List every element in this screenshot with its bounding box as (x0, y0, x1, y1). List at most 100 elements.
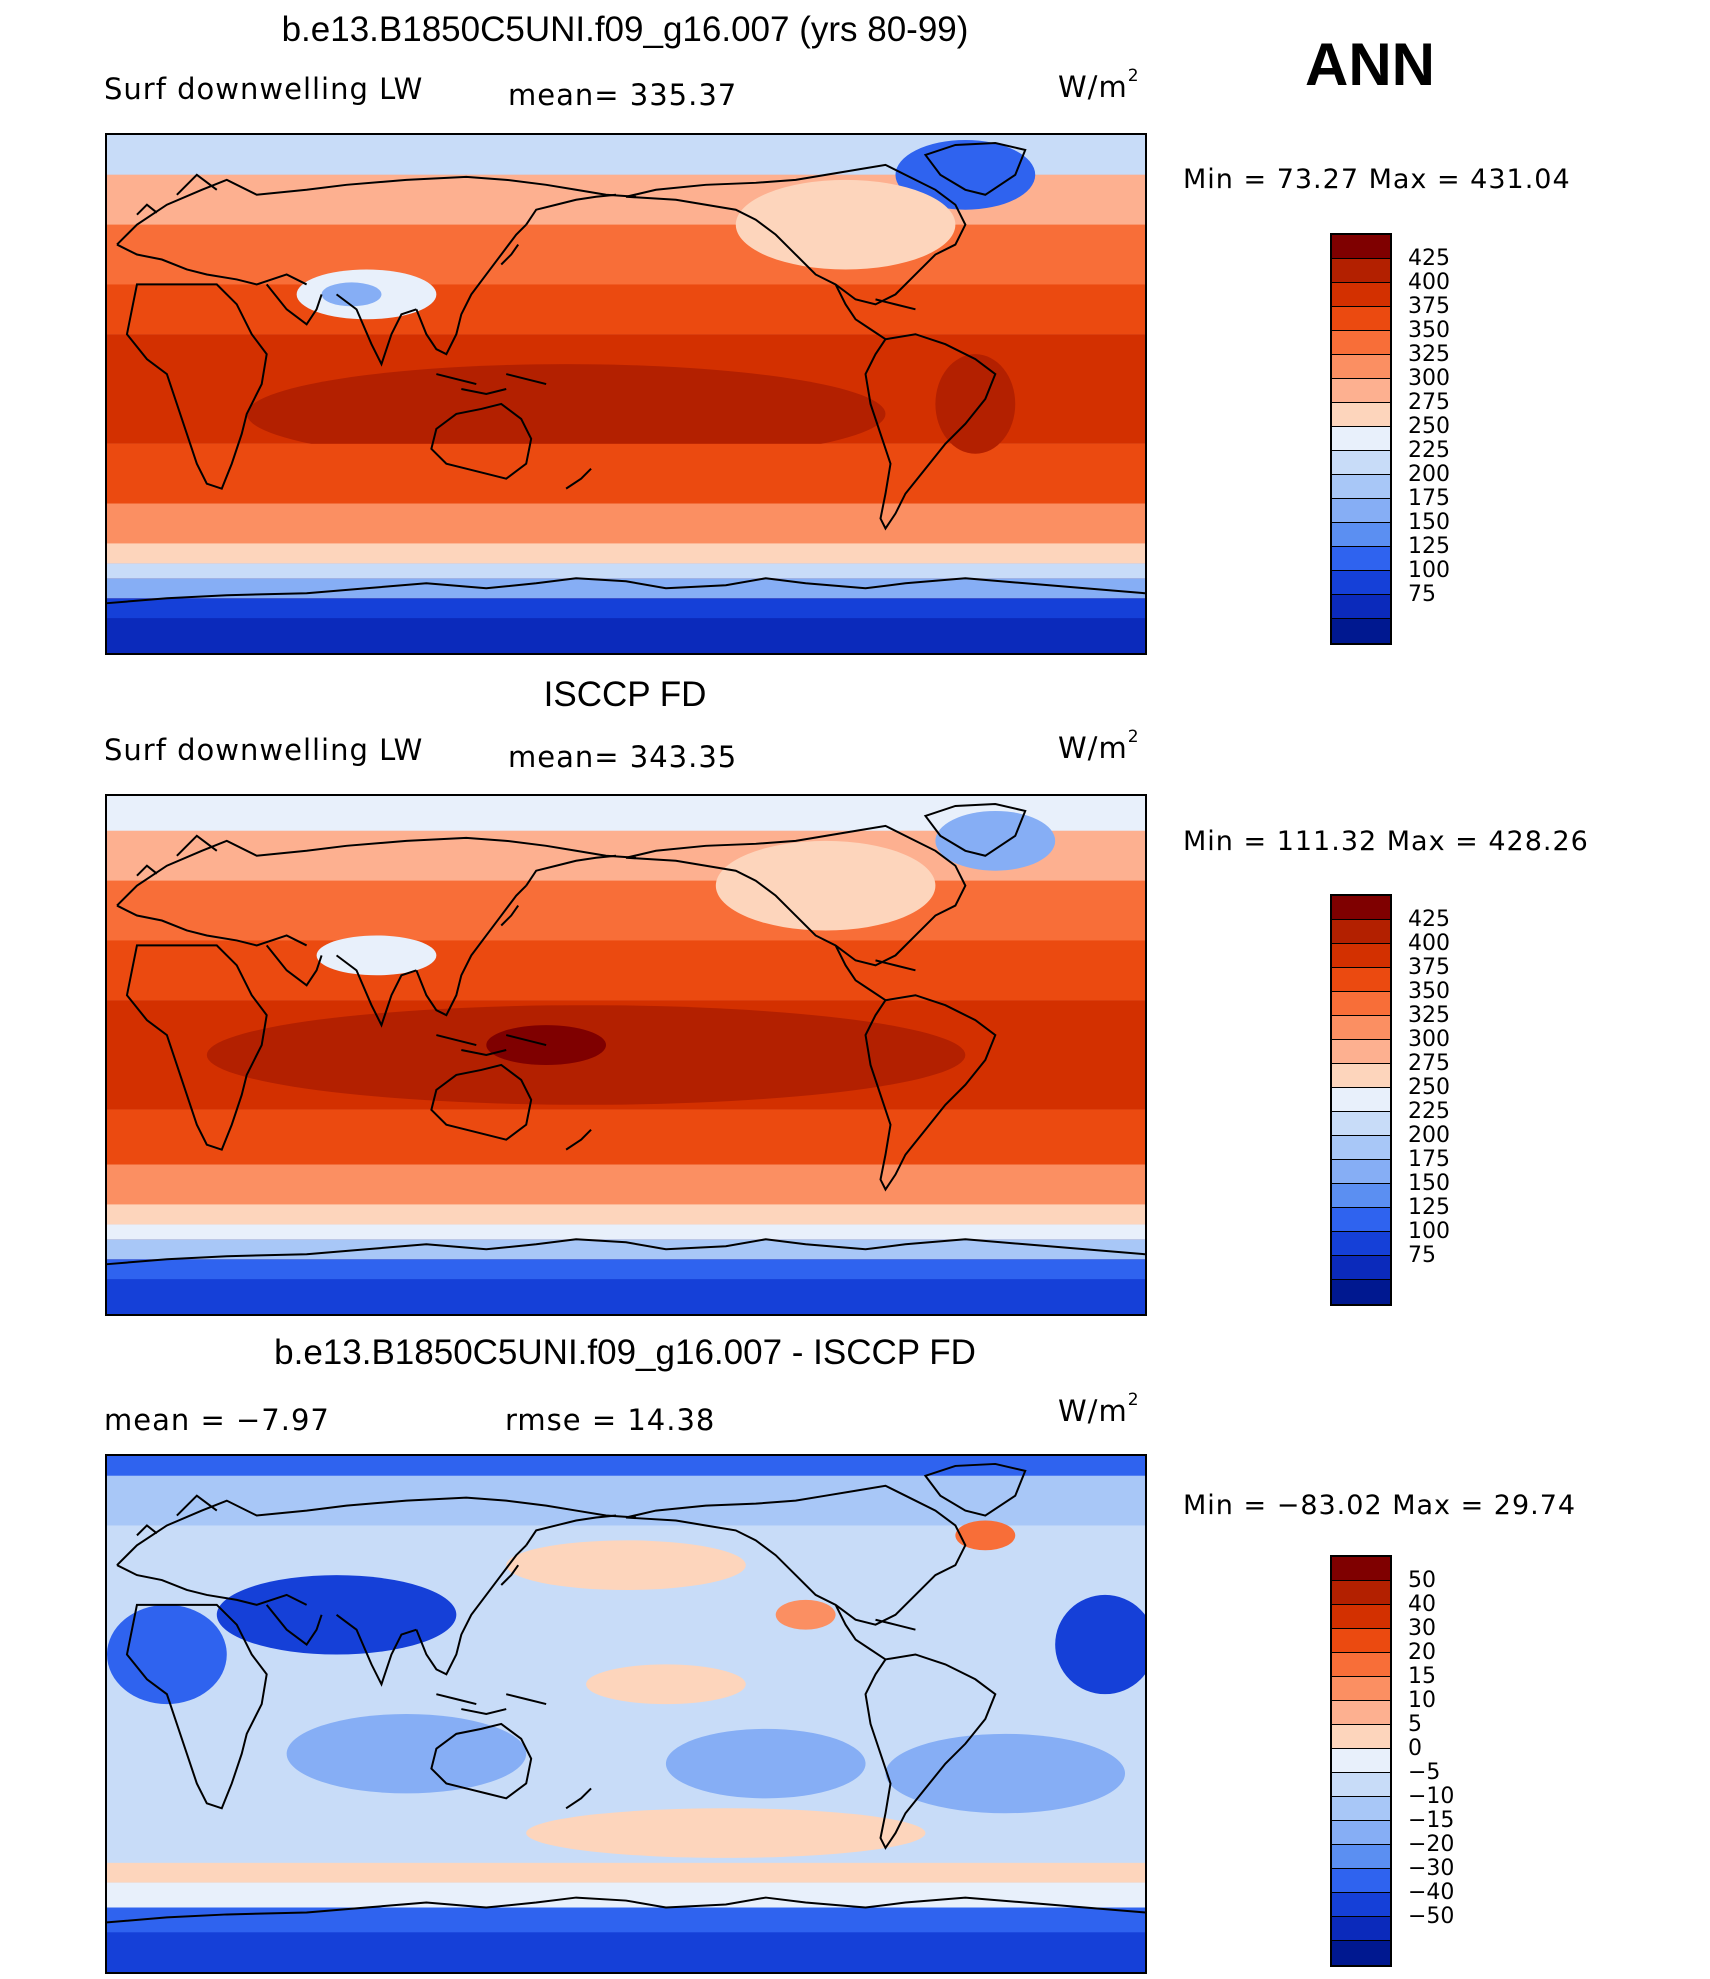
panel-1-mean-label: mean= 335.37 (508, 78, 738, 112)
colorbar-swatch (1332, 1773, 1390, 1797)
panel-1-map (105, 133, 1147, 655)
colorbar-swatch (1332, 1184, 1390, 1208)
panel-1-colorbar (1330, 233, 1392, 645)
colorbar-swatch (1332, 331, 1390, 355)
colorbar-tick-label: 15 (1408, 1664, 1436, 1689)
colorbar-swatch (1332, 403, 1390, 427)
colorbar-swatch (1332, 1677, 1390, 1701)
colorbar-swatch (1332, 571, 1390, 595)
colorbar-swatch (1332, 1040, 1390, 1064)
colorbar-swatch (1332, 235, 1390, 259)
colorbar-tick-label: −5 (1408, 1760, 1441, 1785)
panel-1-variable-label: Surf downwelling LW (104, 72, 424, 106)
colorbar-tick-label: 225 (1408, 438, 1450, 463)
colorbar-tick-label: 0 (1408, 1736, 1422, 1761)
panel-3-map-svg (107, 1456, 1145, 1972)
colorbar-swatch (1332, 1653, 1390, 1677)
panel-1-title: b.e13.B1850C5UNI.f09_g16.007 (yrs 80-99) (281, 10, 969, 49)
colorbar-swatch (1332, 1280, 1390, 1304)
colorbar-swatch (1332, 499, 1390, 523)
colorbar-tick-label: −40 (1408, 1880, 1455, 1905)
colorbar-tick-label: 40 (1408, 1592, 1436, 1617)
panel-2-mean-label: mean= 343.35 (508, 740, 738, 774)
panel-1-units: W/m2 (1058, 66, 1140, 104)
colorbar-swatch (1332, 1629, 1390, 1653)
colorbar-swatch (1332, 1725, 1390, 1749)
colorbar-tick-label: 200 (1408, 462, 1450, 487)
colorbar-swatch (1332, 1581, 1390, 1605)
colorbar-tick-label: 175 (1408, 1147, 1450, 1172)
colorbar-tick-label: 275 (1408, 1051, 1450, 1076)
colorbar-swatch (1332, 1112, 1390, 1136)
colorbar-tick-label: 400 (1408, 270, 1450, 295)
colorbar-tick-label: 375 (1408, 955, 1450, 980)
colorbar-swatch (1332, 1557, 1390, 1581)
colorbar-tick-label: 75 (1408, 582, 1436, 607)
colorbar-tick-label: 275 (1408, 390, 1450, 415)
panel-2-minmax: Min = 111.32 Max = 428.26 (1183, 826, 1589, 857)
colorbar-swatch (1332, 451, 1390, 475)
colorbar-tick-label: 250 (1408, 414, 1450, 439)
colorbar-swatch (1332, 896, 1390, 920)
panel-3-title: b.e13.B1850C5UNI.f09_g16.007 - ISCCP FD (274, 1333, 976, 1372)
colorbar-swatch (1332, 1136, 1390, 1160)
colorbar-swatch (1332, 1208, 1390, 1232)
panel-2-title: ISCCP FD (543, 675, 707, 714)
colorbar-swatch (1332, 355, 1390, 379)
colorbar-tick-label: 10 (1408, 1688, 1436, 1713)
colorbar-swatch (1332, 619, 1390, 643)
colorbar-tick-label: 150 (1408, 1171, 1450, 1196)
colorbar-swatch (1332, 595, 1390, 619)
panel-1-map-svg (107, 135, 1145, 653)
colorbar-swatch (1332, 1749, 1390, 1773)
panel-1-minmax: Min = 73.27 Max = 431.04 (1183, 164, 1571, 195)
colorbar-tick-label: 425 (1408, 907, 1450, 932)
colorbar-tick-label: 75 (1408, 1243, 1436, 1268)
panel-3-map (105, 1454, 1147, 1974)
colorbar-swatch (1332, 968, 1390, 992)
colorbar-tick-label: 30 (1408, 1616, 1436, 1641)
colorbar-swatch (1332, 427, 1390, 451)
panel-3-colorbar (1330, 1555, 1392, 1967)
colorbar-tick-label: 125 (1408, 534, 1450, 559)
colorbar-swatch (1332, 1917, 1390, 1941)
panel-2-units: W/m2 (1058, 727, 1140, 765)
colorbar-tick-label: 125 (1408, 1195, 1450, 1220)
colorbar-tick-label: 200 (1408, 1123, 1450, 1148)
colorbar-tick-label: −30 (1408, 1856, 1455, 1881)
colorbar-swatch (1332, 1232, 1390, 1256)
colorbar-swatch (1332, 1064, 1390, 1088)
panel-3-mean-label: mean = −7.97 (104, 1403, 330, 1437)
colorbar-swatch (1332, 1797, 1390, 1821)
colorbar-swatch (1332, 1160, 1390, 1184)
colorbar-tick-label: 425 (1408, 246, 1450, 271)
colorbar-swatch (1332, 1821, 1390, 1845)
colorbar-tick-label: 350 (1408, 318, 1450, 343)
colorbar-swatch (1332, 1893, 1390, 1917)
colorbar-tick-label: 175 (1408, 486, 1450, 511)
colorbar-tick-label: 150 (1408, 510, 1450, 535)
colorbar-tick-label: 350 (1408, 979, 1450, 1004)
colorbar-tick-label: 5 (1408, 1712, 1422, 1737)
panel-2-map (105, 794, 1147, 1316)
panel-3-units: W/m2 (1058, 1390, 1140, 1428)
colorbar-tick-label: 325 (1408, 1003, 1450, 1028)
panel-2-map-svg (107, 796, 1145, 1314)
colorbar-tick-label: 325 (1408, 342, 1450, 367)
colorbar-tick-label: 300 (1408, 1027, 1450, 1052)
colorbar-tick-label: −10 (1408, 1784, 1455, 1809)
colorbar-tick-label: 300 (1408, 366, 1450, 391)
colorbar-tick-label: 20 (1408, 1640, 1436, 1665)
colorbar-swatch (1332, 1869, 1390, 1893)
panel-2-variable-label: Surf downwelling LW (104, 733, 424, 767)
panel-2-colorbar (1330, 894, 1392, 1306)
colorbar-swatch (1332, 259, 1390, 283)
colorbar-tick-label: 100 (1408, 1219, 1450, 1244)
colorbar-tick-label: 250 (1408, 1075, 1450, 1100)
colorbar-swatch (1332, 1845, 1390, 1869)
colorbar-swatch (1332, 307, 1390, 331)
colorbar-swatch (1332, 1941, 1390, 1965)
colorbar-swatch (1332, 944, 1390, 968)
colorbar-tick-label: 225 (1408, 1099, 1450, 1124)
colorbar-tick-label: 100 (1408, 558, 1450, 583)
